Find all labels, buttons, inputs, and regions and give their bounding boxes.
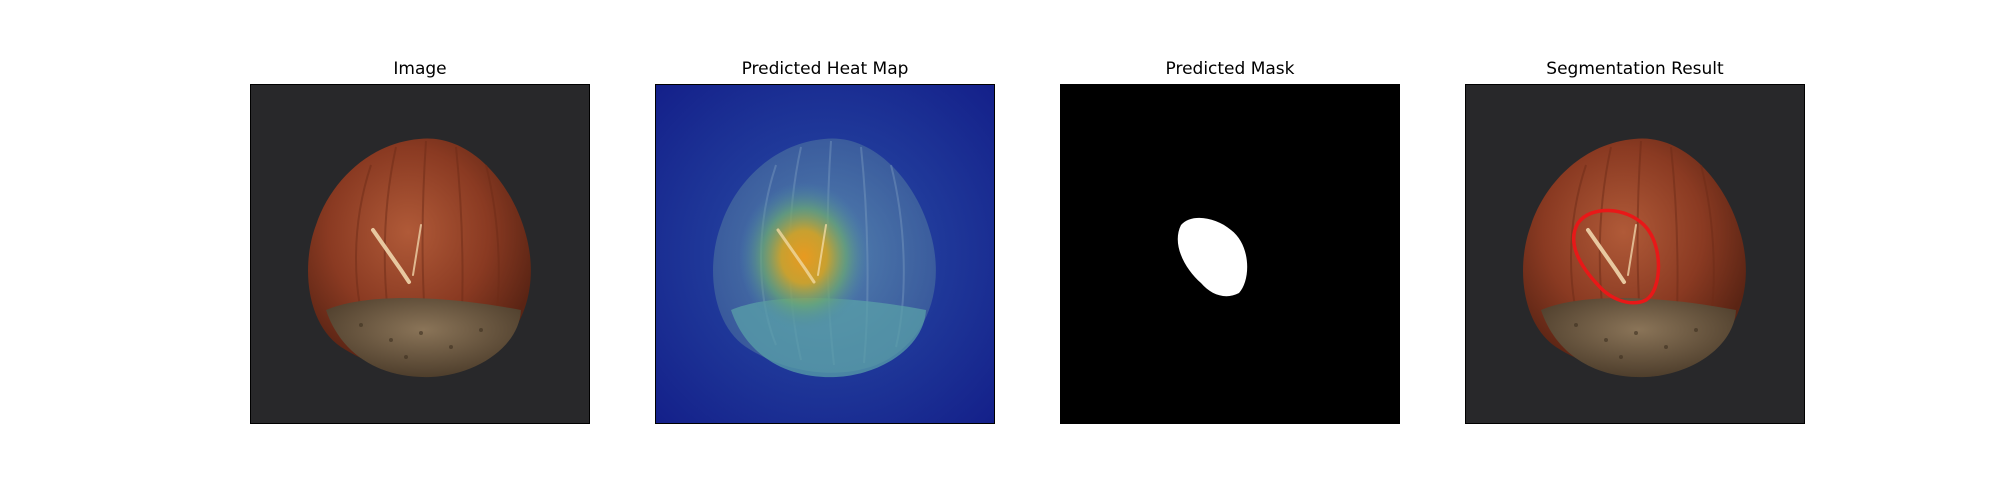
panel-title-segmentation: Segmentation Result (1546, 59, 1724, 79)
segmentation-overlay-image (1466, 85, 1804, 423)
panel-mask (1060, 84, 1400, 424)
hazelnut-image (251, 85, 589, 423)
panel-segmentation (1465, 84, 1805, 424)
panel-title-heat-map: Predicted Heat Map (741, 59, 909, 79)
panel-image (250, 84, 590, 424)
panel-title-image: Image (393, 59, 447, 79)
segmentation-contour (1571, 208, 1661, 305)
heat-map-image (656, 85, 994, 423)
mask-image (1061, 85, 1399, 423)
panel-heat-map (655, 84, 995, 424)
panel-title-mask: Predicted Mask (1165, 59, 1295, 79)
